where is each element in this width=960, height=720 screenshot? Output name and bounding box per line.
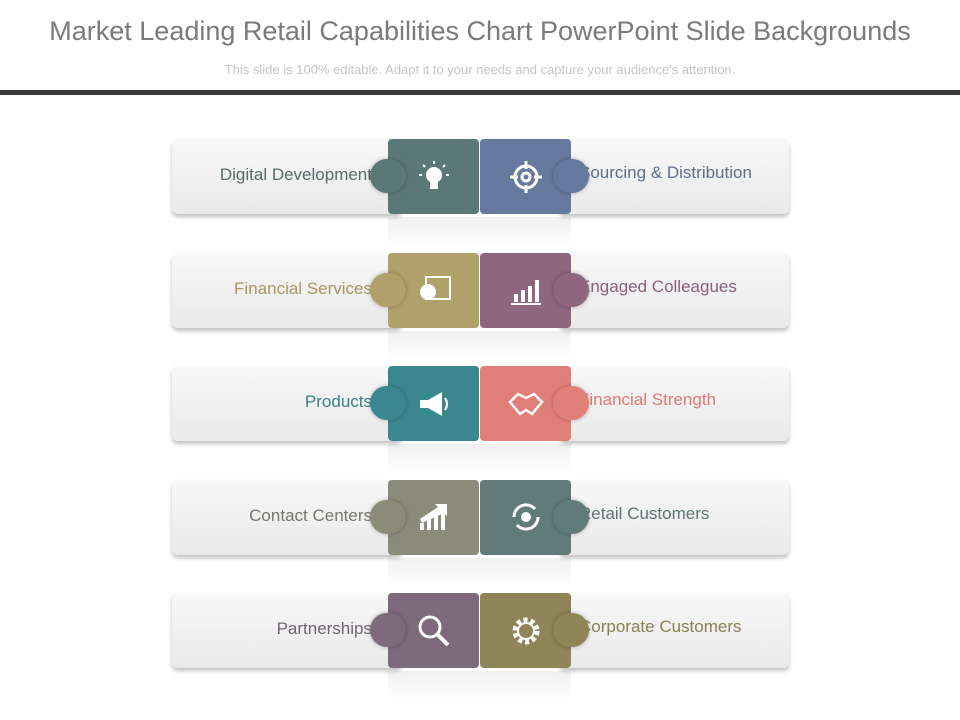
icon-tile-left (370, 366, 479, 441)
capability-label: Contact Centers (249, 505, 372, 525)
growth-chart-icon (419, 504, 447, 530)
icon-tile-left (370, 139, 479, 214)
refresh-gear-icon (511, 503, 540, 531)
reflection (388, 671, 571, 701)
reflection (388, 444, 571, 474)
icon-tile-right (480, 139, 589, 214)
capability-label: Financial Strength (579, 390, 717, 409)
puzzle-knob (370, 159, 406, 193)
icon-tile-right (480, 479, 589, 555)
capability-label: Partnerships (276, 619, 372, 638)
capability-card-left: Partnerships (172, 593, 402, 668)
capability-label: Financial Services (234, 278, 372, 298)
capability-row: Partnerships Corporate Customers (172, 593, 789, 701)
magnifier-icon (418, 615, 449, 646)
capability-label: Engaged Colleagues (579, 276, 737, 296)
capability-card-right: Retail Customers (559, 479, 789, 555)
icon-tile-left (370, 593, 479, 668)
slide-title: Market Leading Retail Capabilities Chart… (49, 16, 911, 46)
capability-card-left: Contact Centers (172, 479, 402, 555)
icon-tile-left (370, 252, 479, 328)
capability-card-right: Corporate Customers (559, 593, 789, 668)
capability-label: Corporate Customers (579, 617, 742, 636)
bar-chart-icon (510, 280, 541, 305)
capability-card-left: Financial Services (172, 252, 402, 328)
puzzle-knob (370, 272, 406, 307)
puzzle-knob (370, 613, 406, 647)
slide-subtitle: This slide is 100% editable. Adapt it to… (224, 62, 736, 77)
capability-row: Contact Centers Retail Customers (172, 479, 789, 588)
gear-icon (512, 617, 539, 644)
puzzle-knob (553, 613, 589, 647)
puzzle-knob (553, 272, 589, 307)
icon-tile-right (480, 366, 589, 441)
capability-label: Products (304, 392, 372, 411)
capability-label: Sourcing & Distribution (579, 163, 752, 182)
divider (0, 90, 960, 95)
icon-tile-left (370, 479, 479, 555)
reflection (388, 330, 571, 361)
icon-tile-right (480, 252, 589, 328)
capability-label: Retail Customers (579, 503, 710, 523)
capability-row: Financial Services Engaged Colleagues (172, 252, 789, 361)
puzzle-knob (370, 386, 406, 420)
capability-card-left: Products (172, 366, 402, 441)
capability-label: Digital Development (219, 165, 372, 184)
puzzle-knob (553, 499, 589, 534)
capability-card-right: Financial Strength (559, 366, 789, 441)
presentation-chart-icon (419, 276, 451, 300)
capability-card-left: Digital Development (172, 139, 402, 214)
capability-row: Digital Development Sourcing & Distributi… (172, 139, 789, 247)
reflection (388, 217, 571, 247)
puzzle-knob (553, 159, 589, 193)
icon-tile-right (480, 593, 589, 668)
target-icon (509, 160, 542, 193)
capability-row: Products Financial Strength (172, 366, 789, 474)
capability-card-right: Engaged Colleagues (559, 252, 789, 328)
megaphone-icon (419, 391, 448, 416)
puzzle-knob (370, 499, 406, 534)
lightbulb-icon (418, 160, 449, 189)
puzzle-knob (553, 386, 589, 420)
handshake-icon (507, 391, 544, 416)
capability-card-right: Sourcing & Distribution (559, 139, 789, 214)
reflection (388, 557, 571, 588)
